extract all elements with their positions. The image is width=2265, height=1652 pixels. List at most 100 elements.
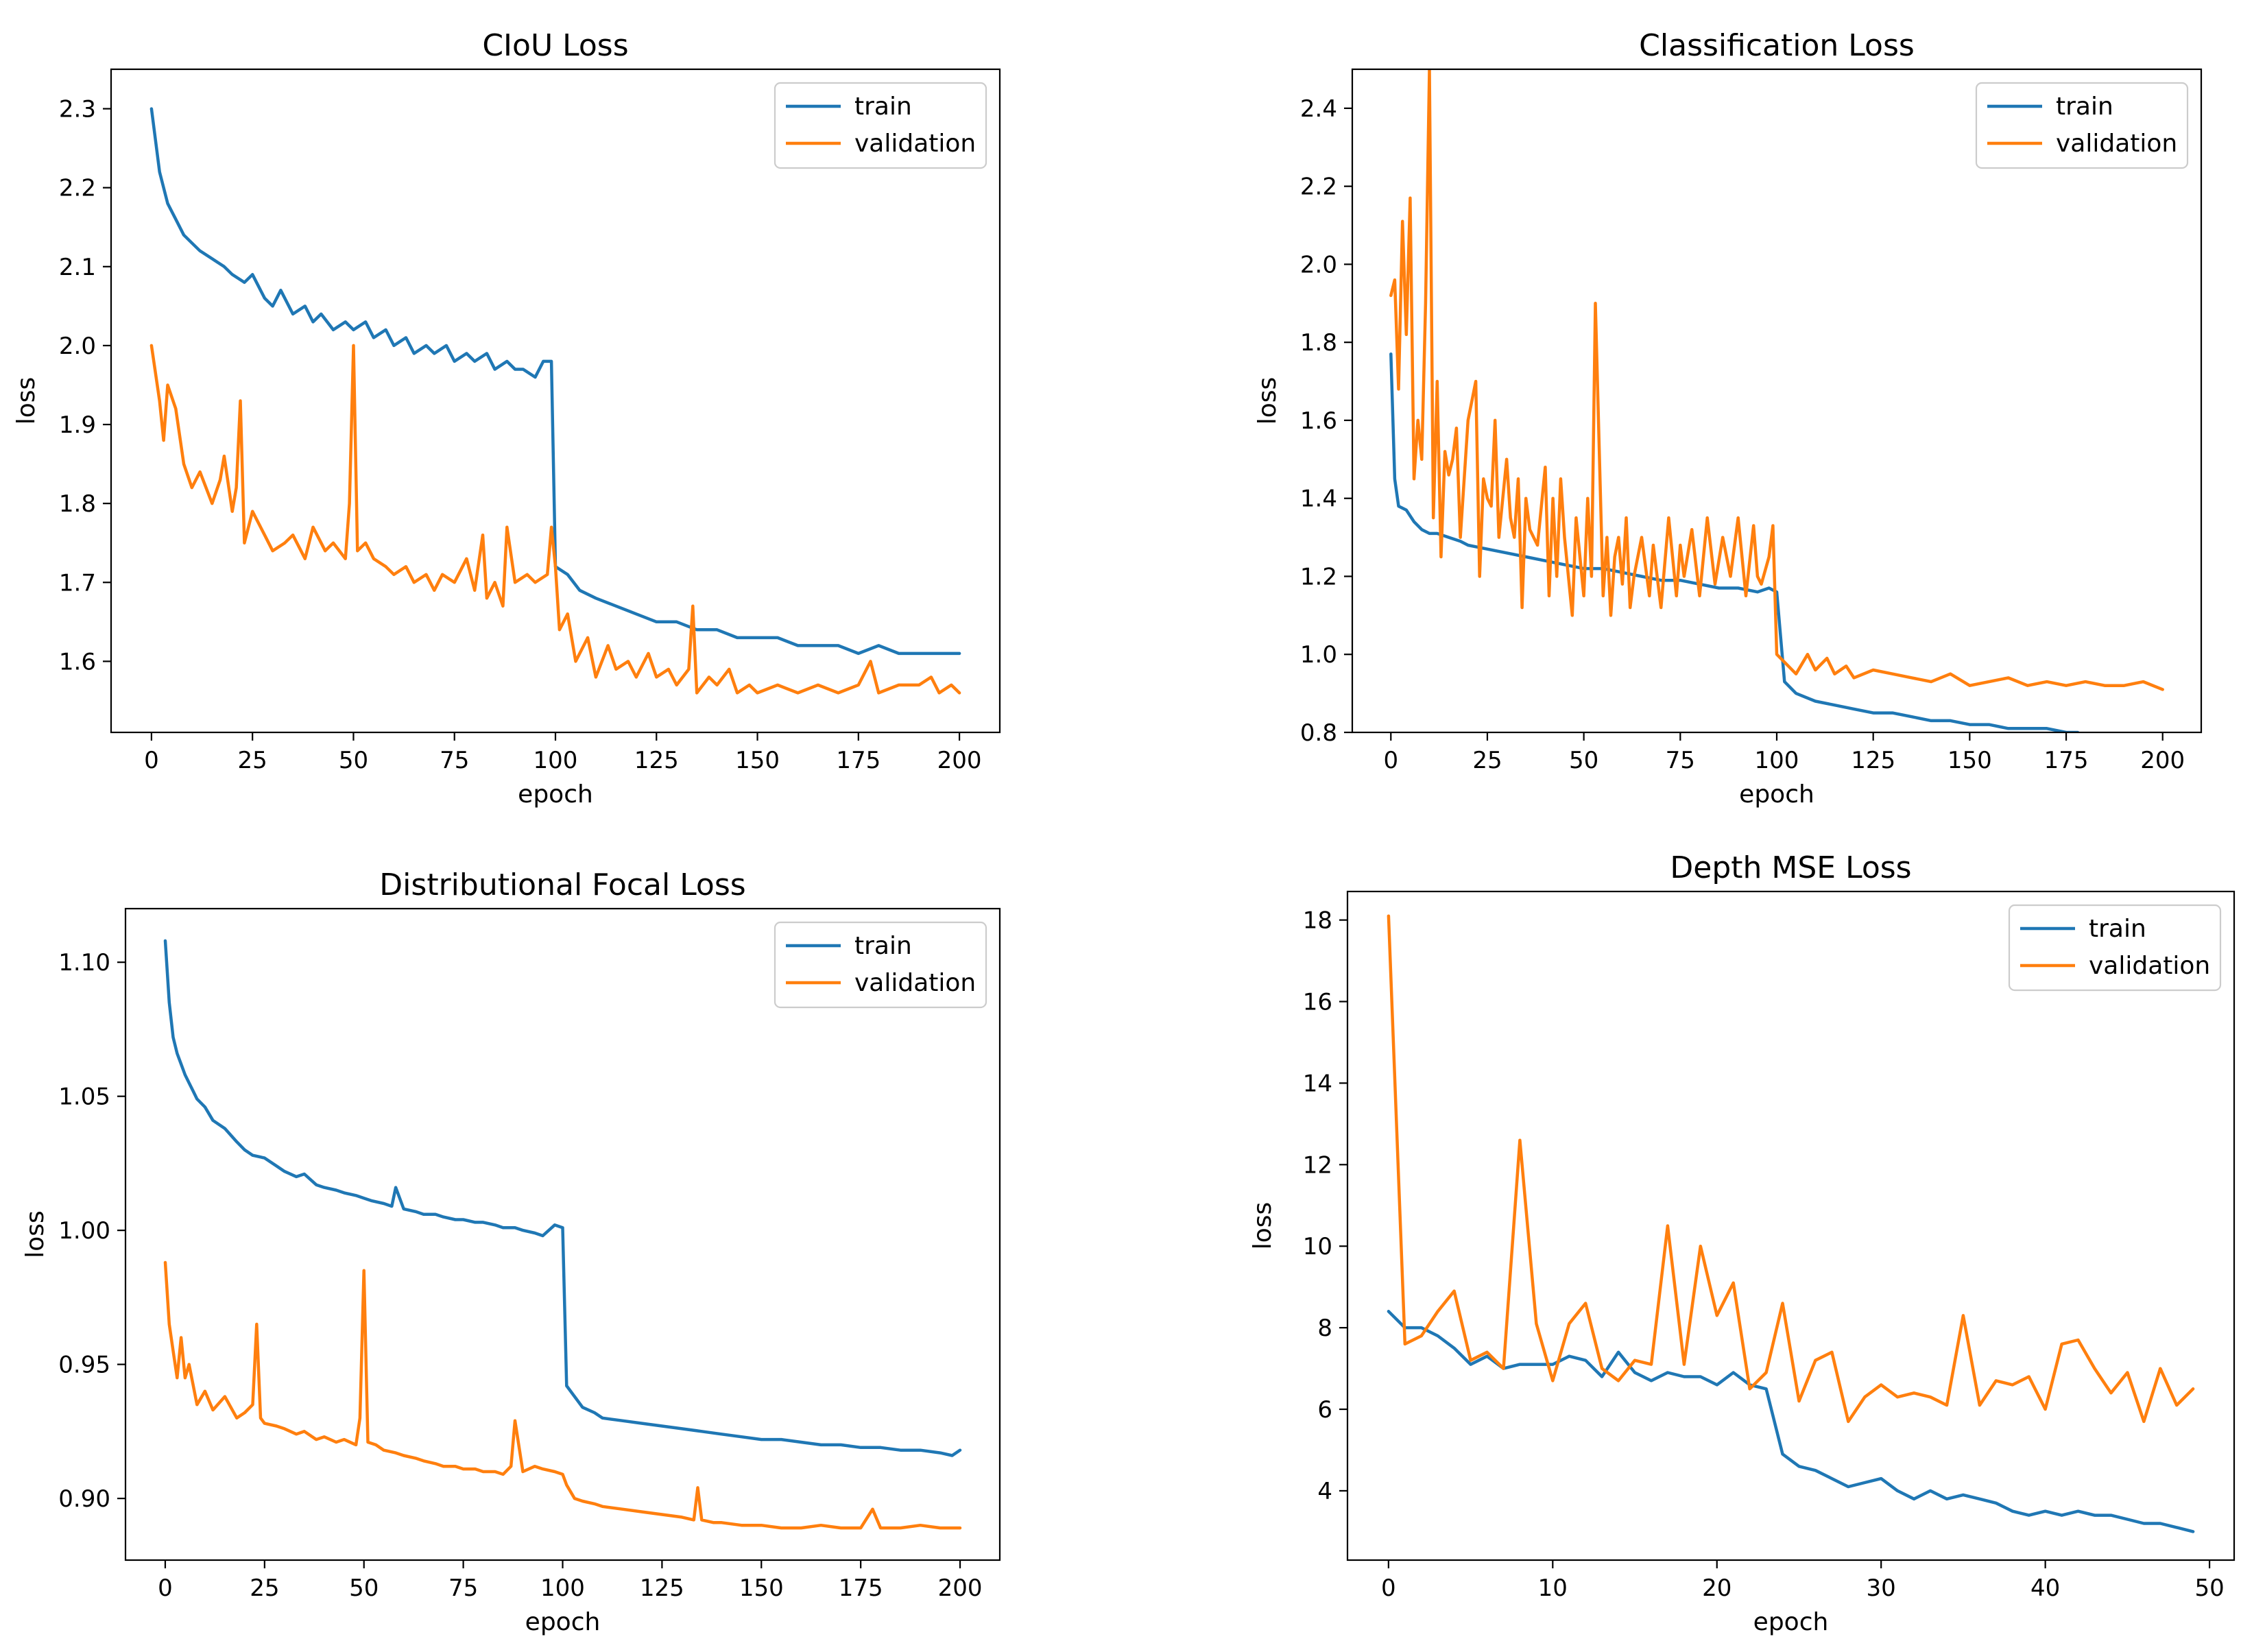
panel-ciou-loss: 0 25 50 75 100 125 150 175 200 1.6 1.7 1.8 1.9 2.0 2.1… [12,28,1001,809]
series-line-validation [149,344,961,695]
legend: train validation [774,82,987,169]
y-tick-label: 1.2 [1300,563,1337,590]
y-tick-label: 1.4 [1300,486,1337,513]
y-tick-label: 8 [1317,1315,1332,1342]
y-tick-label: 2.2 [1300,173,1337,201]
y-tick-label: 14 [1303,1070,1332,1097]
x-tick-label: 125 [640,1575,684,1602]
x-tick-label: 50 [1569,747,1598,774]
chart-title: CIoU Loss [482,28,628,63]
y-tick-label: 0.95 [58,1352,110,1379]
x-axis-label: epoch [1739,780,1814,809]
x-tick-label: 20 [1702,1575,1731,1602]
x-axis-label: epoch [518,780,593,809]
legend-box [1975,82,2189,169]
y-tick-label: 1.8 [59,490,96,518]
series-line-train [163,939,962,1457]
legend-label-validation: validation [854,130,976,158]
y-axis-label: loss [1254,377,1282,425]
legend-label-train: train [854,93,912,121]
legend-label-train: train [2089,915,2146,943]
y-tick-label: 1.00 [58,1217,110,1245]
series-line-train [149,107,961,656]
y-tick-label: 2.2 [59,175,96,202]
x-tick-label: 0 [1383,747,1398,774]
y-tick-label: 1.05 [58,1084,110,1111]
legend-label-train: train [854,932,912,960]
series-line-validation [1389,69,2164,691]
x-axis-label: epoch [525,1608,601,1636]
x-tick-label: 200 [2140,747,2185,774]
y-tick-label: 10 [1303,1233,1332,1260]
y-tick-label: 2.3 [59,96,96,123]
x-tick-label: 200 [937,747,982,774]
x-tick-label: 50 [2194,1575,2224,1602]
y-tick-label: 1.6 [59,648,96,675]
panel-classification-loss: 0 25 50 75 100 125 150 175 200 0.8 1.0 1.2 1.4 1.6 1.8… [1254,28,2203,809]
y-tick-label: 1.10 [58,949,110,977]
x-tick-label: 75 [1666,747,1695,774]
x-tick-label: 150 [739,1575,784,1602]
y-tick-label: 0.8 [1300,719,1337,747]
x-tick-label: 100 [1755,747,1799,774]
y-tick-label: 2.0 [59,333,96,360]
panel-depth-mse-loss: 0 10 20 30 40 50 4 6 8 10 12 14 16 18 Depth MSE Loss ep… [1249,850,2236,1636]
x-tick-label: 175 [2044,747,2089,774]
x-tick-label: 25 [250,1575,279,1602]
series-line-validation [1387,914,2195,1424]
y-tick-label: 18 [1303,907,1332,935]
y-tick-label: 1.9 [59,411,96,439]
y-tick-label: 6 [1317,1396,1332,1424]
y-tick-label: 1.6 [1300,407,1337,435]
legend-label-validation: validation [2056,130,2177,158]
axes-frame [1346,890,2236,1561]
x-tick-label: 40 [2030,1575,2060,1602]
y-tick-label: 1.7 [59,569,96,597]
chart-title: Distributional Focal Loss [379,867,745,902]
y-tick-label: 2.4 [1300,95,1337,123]
x-axis-label: epoch [1753,1608,1829,1636]
y-tick-label: 2.1 [59,254,96,281]
chart-title: Depth MSE Loss [1670,850,1911,885]
x-tick-label: 50 [349,1575,379,1602]
legend: train validation [1975,82,2189,169]
legend-label-validation: validation [854,969,976,997]
series-line-train [1387,1310,2195,1533]
y-tick-label: 4 [1317,1478,1332,1505]
y-tick-label: 2.0 [1300,251,1337,278]
panel-distributional-focal-loss: 0 25 50 75 100 125 150 175 200 0.90 0.95 1.00 1.05 1.… [21,867,1001,1636]
x-tick-label: 30 [1867,1575,1896,1602]
x-tick-label: 175 [836,747,880,774]
y-tick-label: 1.8 [1300,329,1337,357]
x-tick-label: 150 [1948,747,1992,774]
x-tick-label: 150 [735,747,780,774]
x-tick-label: 125 [634,747,679,774]
legend-label-validation: validation [2089,952,2210,980]
x-tick-label: 175 [839,1575,883,1602]
x-tick-label: 75 [440,747,469,774]
y-tick-label: 1.0 [1300,641,1337,669]
x-tick-label: 50 [339,747,368,774]
y-axis-label: loss [12,377,40,425]
y-tick-label: 12 [1303,1151,1332,1179]
x-tick-label: 10 [1538,1575,1568,1602]
y-axis-label: loss [21,1210,49,1258]
legend-box [2008,904,2222,992]
x-tick-label: 200 [938,1575,983,1602]
legend-box [774,921,987,1009]
chart-title: Classification Loss [1639,28,1915,63]
y-tick-label: 0.90 [58,1485,110,1513]
legend: train validation [2008,904,2222,992]
x-tick-label: 100 [540,1575,585,1602]
legend-box [774,82,987,169]
series-line-validation [163,1260,962,1530]
x-tick-label: 25 [238,747,267,774]
x-tick-label: 125 [1851,747,1895,774]
x-tick-label: 100 [534,747,578,774]
x-tick-label: 0 [144,747,159,774]
x-tick-label: 25 [1472,747,1502,774]
legend: train validation [774,921,987,1009]
x-tick-label: 0 [158,1575,173,1602]
x-tick-label: 0 [1381,1575,1396,1602]
